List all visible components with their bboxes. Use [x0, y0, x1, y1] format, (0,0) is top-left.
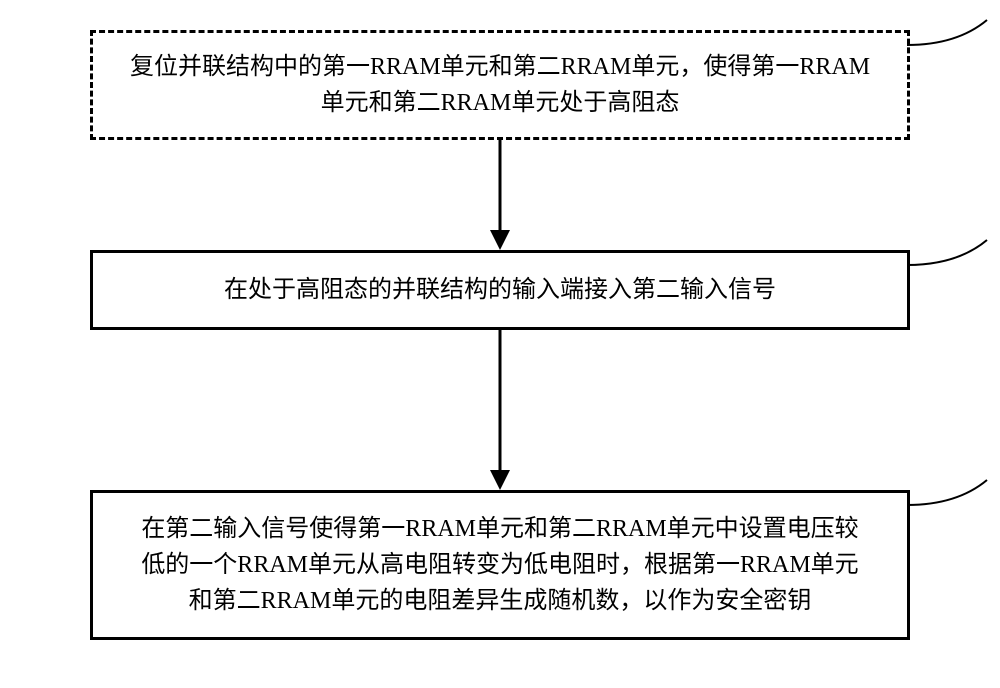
flow-node-s22-text: 在第二输入信号使得第一RRAM单元和第二RRAM单元中设置电压较 低的一个RRA…	[141, 511, 858, 619]
arrow-s21-s22	[485, 330, 515, 490]
arrow-s20-s21	[485, 140, 515, 250]
flow-node-s20: 复位并联结构中的第一RRAM单元和第二RRAM单元，使得第一RRAM 单元和第二…	[90, 30, 910, 140]
arrow-down-icon	[485, 140, 515, 250]
flow-node-s22: 在第二输入信号使得第一RRAM单元和第二RRAM单元中设置电压较 低的一个RRA…	[90, 490, 910, 640]
flow-node-s21-text: 在处于高阻态的并联结构的输入端接入第二输入信号	[224, 272, 776, 308]
arrow-down-icon	[485, 330, 515, 490]
flow-node-s20-text: 复位并联结构中的第一RRAM单元和第二RRAM单元，使得第一RRAM 单元和第二…	[130, 49, 870, 121]
flow-node-s21: 在处于高阻态的并联结构的输入端接入第二输入信号	[90, 250, 910, 330]
callout-s21	[907, 235, 1000, 275]
callout-s20	[907, 15, 1000, 55]
callout-s22	[907, 475, 1000, 515]
flowchart-container: 复位并联结构中的第一RRAM单元和第二RRAM单元，使得第一RRAM 单元和第二…	[30, 30, 970, 640]
